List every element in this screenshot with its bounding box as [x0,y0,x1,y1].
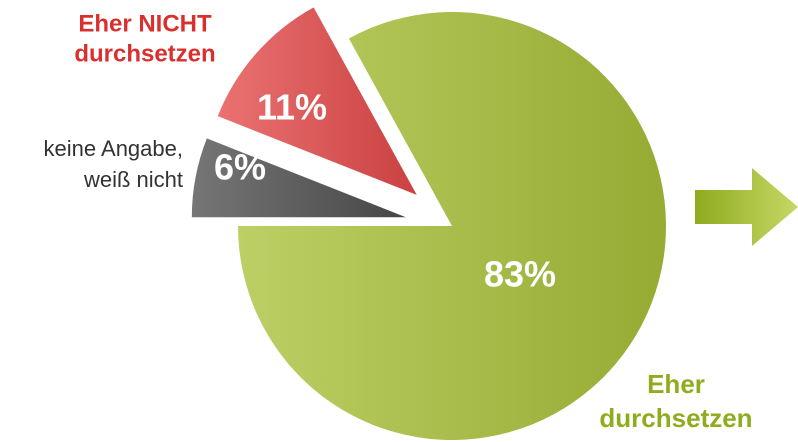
pie-slice [238,12,666,441]
category-label: durchsetzen [74,40,215,67]
value-label: 6% [214,147,266,188]
value-label: 11% [257,87,327,128]
category-label: keine Angabe, [44,136,183,161]
value-label: 83% [484,254,556,295]
category-label: Eher NICHT [78,10,212,37]
pie-slice [217,7,417,195]
category-label: Eher [647,369,705,399]
pie-slice [191,138,406,218]
arrow [695,168,798,246]
category-label: durchsetzen [599,403,752,433]
category-label: weiß nicht [83,167,183,192]
